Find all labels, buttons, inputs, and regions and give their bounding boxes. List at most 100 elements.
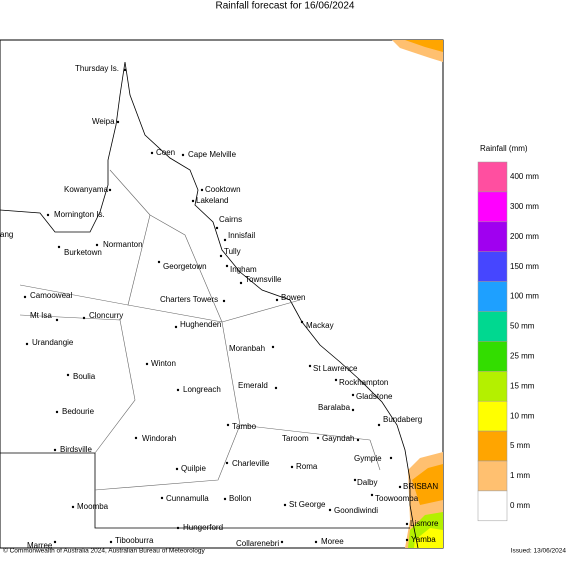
- town-dot: [175, 467, 179, 471]
- town-label: Bedourie: [62, 407, 95, 416]
- town-label: Yamba: [411, 535, 436, 544]
- town-dot: [225, 461, 229, 465]
- town-label: Boulia: [73, 372, 96, 381]
- legend-swatch: [477, 191, 508, 223]
- town-label: Longreach: [183, 385, 221, 394]
- town-dot: [53, 448, 57, 452]
- legend-label: 50 mm: [510, 322, 535, 331]
- town-label: Charleville: [232, 459, 270, 468]
- legend-title: Rainfall (mm): [480, 144, 528, 153]
- town-dot: [405, 538, 409, 542]
- legend-swatch: [477, 341, 508, 372]
- town-dot: [57, 245, 61, 249]
- town-label: Gympie: [354, 454, 382, 463]
- town-label: Normanton: [103, 240, 143, 249]
- town-label: ang: [0, 230, 13, 239]
- town-label: Thursday Is.: [75, 64, 119, 73]
- town-dot: [274, 386, 278, 390]
- town-label: Toowoomba: [375, 494, 419, 503]
- town-label: Hughenden: [180, 320, 221, 329]
- town-dot: [23, 295, 27, 299]
- legend-label: 100 mm: [510, 292, 539, 301]
- town-label: Dalby: [357, 478, 377, 487]
- legend-swatch: [477, 281, 508, 312]
- town-label: Lismore: [410, 519, 439, 528]
- town-label: Camooweal: [30, 291, 72, 300]
- town-label: Birdsville: [60, 445, 93, 454]
- town-dot: [280, 540, 284, 544]
- issued-date: Issued: 13/06/2024: [511, 548, 567, 555]
- legend-swatch: [477, 371, 508, 402]
- town-dot: [239, 281, 243, 285]
- town-dot: [351, 408, 355, 412]
- town-label: Weipa: [92, 117, 115, 126]
- town-dot: [181, 153, 185, 157]
- town-label: Innisfail: [228, 231, 255, 240]
- town-dot: [55, 318, 59, 322]
- town-dot: [134, 436, 138, 440]
- town-dot: [219, 254, 223, 258]
- town-label: Coen: [156, 148, 175, 157]
- places: Thursday Is. Weipa Coen Cape Melville Kowany…: [0, 64, 439, 550]
- town-dot: [328, 508, 332, 512]
- town-dot: [160, 496, 164, 500]
- town-label: Baralaba: [318, 403, 351, 412]
- town-dot: [145, 362, 149, 366]
- town-dot: [314, 540, 318, 544]
- town-label: St George: [289, 500, 326, 509]
- town-dot: [398, 485, 402, 489]
- town-label: Cape Melville: [188, 150, 237, 159]
- town-label: Mt Isa: [30, 311, 52, 320]
- town-label: BRISBAN: [403, 482, 438, 491]
- town-dot: [377, 423, 381, 427]
- town-label: Goondiwindi: [334, 506, 378, 515]
- town-dot: [82, 316, 86, 320]
- town-dot: [176, 388, 180, 392]
- town-label: Taroom: [282, 434, 309, 443]
- town-dot: [222, 299, 226, 303]
- town-dot: [157, 260, 161, 264]
- legend: 400 mm 300 mm 200 mm 150 mm 100 mm 50 mm 25 mm…: [477, 161, 539, 522]
- legend-label: 200 mm: [510, 232, 539, 241]
- town-label: Moranbah: [229, 344, 265, 353]
- town-label: Gladstone: [356, 392, 393, 401]
- town-label: Urandangie: [32, 338, 74, 347]
- legend-label: 150 mm: [510, 262, 539, 271]
- town-dot: [176, 526, 180, 530]
- town-dot: [308, 364, 312, 368]
- legend-swatch: [477, 221, 508, 252]
- legend-label: 0 mm: [510, 501, 530, 510]
- town-label: Winton: [151, 359, 176, 368]
- town-dot: [53, 540, 57, 544]
- legend-label: 400 mm: [510, 172, 539, 181]
- title: Rainfall forecast for 16/06/2024: [216, 1, 355, 12]
- copyright: © Commonwealth of Australia 2024, Austra…: [3, 547, 205, 555]
- town-label: Townsville: [245, 275, 282, 284]
- town-dot: [123, 68, 127, 72]
- town-dot: [95, 243, 99, 247]
- district-boundary: [19, 169, 381, 491]
- town-label: Bowen: [281, 293, 305, 302]
- town-label: Tambo: [232, 422, 257, 431]
- town-label: Roma: [296, 462, 318, 471]
- town-dot: [225, 264, 229, 268]
- rain-area: [414, 528, 443, 548]
- town-label: Burketown: [64, 248, 102, 257]
- legend-label: 25 mm: [510, 351, 535, 360]
- rain-area: [412, 464, 443, 505]
- town-label: Tibooburra: [115, 536, 154, 545]
- town-dot: [389, 456, 393, 460]
- town-label: Charters Towers: [160, 295, 218, 304]
- legend-label: 15 mm: [510, 381, 535, 390]
- legend-label: 300 mm: [510, 202, 539, 211]
- town-label: Cairns: [219, 215, 242, 224]
- map-shapes: [0, 40, 443, 549]
- town-dot: [223, 238, 227, 242]
- town-label: Mackay: [306, 321, 334, 330]
- coastline: [0, 61, 419, 549]
- town-label: Georgetown: [163, 262, 207, 271]
- town-dot: [116, 120, 120, 124]
- town-label: Lakeland: [196, 196, 228, 205]
- town-label: Tully: [224, 247, 241, 256]
- town-dot: [353, 478, 357, 482]
